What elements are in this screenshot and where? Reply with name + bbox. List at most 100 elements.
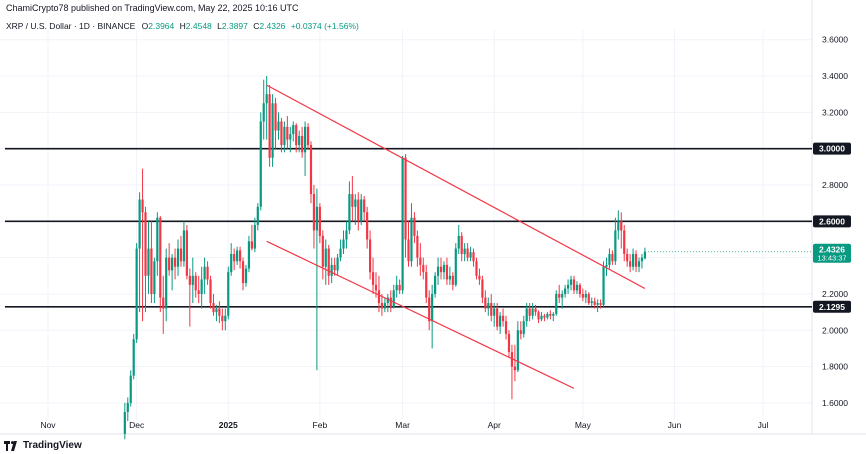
candle-body (380, 303, 384, 309)
candle (366, 206, 369, 249)
last-price-tag (813, 243, 851, 263)
candle-body (168, 257, 171, 271)
channel-lower-line (266, 240, 575, 389)
candle (200, 266, 203, 309)
level-price-tag (813, 300, 851, 313)
candle (522, 315, 525, 338)
candle-body (413, 217, 416, 236)
candle (596, 299, 599, 313)
candle (501, 308, 505, 327)
candle-body (507, 333, 511, 353)
x-tick-label: Jun (668, 420, 682, 430)
candle (587, 292, 590, 305)
candle (614, 217, 617, 265)
x-tick-label: Nov (40, 420, 56, 430)
candle-body (206, 266, 209, 280)
level-price-label: 2.6000 (819, 216, 845, 226)
candle-body (366, 212, 369, 240)
ohlc-close-value: 2.4326 (259, 21, 286, 31)
candle-body (268, 94, 271, 158)
candle (368, 230, 372, 280)
ohlc-high-label: H (179, 21, 186, 31)
candle (631, 248, 635, 271)
level-price-tag (813, 142, 851, 155)
candle-body (637, 261, 641, 267)
candle (507, 330, 511, 358)
bar-countdown-label: 13:43:37 (817, 254, 846, 263)
candle-body (428, 297, 431, 322)
candle-body (150, 248, 153, 294)
candle-body (277, 121, 280, 131)
candle-body (584, 293, 587, 298)
candle-body (496, 308, 499, 327)
x-tick-label: Feb (313, 420, 328, 430)
candle-body (182, 230, 186, 262)
candle-body (159, 217, 162, 298)
candle-body (617, 221, 620, 231)
candle-body (454, 248, 457, 285)
candle (342, 230, 345, 255)
candle-body (472, 252, 475, 262)
candle-body (318, 206, 321, 236)
candle-body (363, 199, 366, 213)
candle-body (188, 275, 191, 285)
candle (419, 243, 422, 276)
candle-body (487, 303, 490, 309)
candle-body (162, 297, 165, 309)
candle-body (525, 308, 528, 322)
candle (321, 230, 324, 280)
candle-body (519, 330, 522, 334)
level-price-label: 2.1295 (819, 302, 845, 312)
candle (129, 370, 132, 407)
candle (286, 115, 289, 149)
candle (593, 297, 596, 309)
candle (209, 275, 212, 309)
candle-body (528, 308, 531, 316)
candle (156, 212, 159, 276)
candle-body (303, 126, 307, 153)
candle-body (478, 275, 481, 280)
candle-body (623, 230, 626, 255)
candle (543, 313, 546, 322)
candle-body (466, 248, 469, 258)
candle (493, 303, 496, 327)
candle-body (342, 239, 345, 249)
candle-body (442, 264, 446, 273)
candle (123, 402, 126, 440)
y-tick-label: 3.2000 (822, 107, 848, 117)
candle-body (534, 308, 537, 313)
candle (165, 248, 168, 322)
candle (605, 257, 608, 276)
candle (292, 121, 295, 142)
candle-body (247, 241, 251, 269)
candle-body (634, 254, 638, 267)
candle (351, 175, 354, 222)
candle-body (345, 230, 348, 240)
candle-body (259, 121, 262, 207)
candle (182, 221, 186, 267)
candle-body (631, 254, 635, 267)
candle (227, 266, 230, 320)
candle (280, 117, 283, 153)
candle (363, 195, 366, 222)
ohlc-high-value: 2.4548 (185, 21, 212, 31)
candle-body (460, 235, 463, 255)
candle-body (475, 261, 478, 276)
candle (404, 154, 407, 258)
candle-body (401, 157, 404, 291)
candle-body (230, 254, 233, 273)
candle-body (566, 284, 570, 289)
candle-body (383, 303, 386, 309)
candle (528, 303, 531, 322)
candle (416, 230, 419, 267)
candle (171, 254, 174, 291)
candle-body (451, 275, 454, 285)
candle-body (241, 261, 245, 284)
candle (360, 194, 363, 225)
candle (629, 254, 632, 273)
candle-body (250, 241, 253, 249)
candle (436, 257, 440, 285)
candle (306, 123, 310, 149)
candle-body (555, 293, 558, 314)
